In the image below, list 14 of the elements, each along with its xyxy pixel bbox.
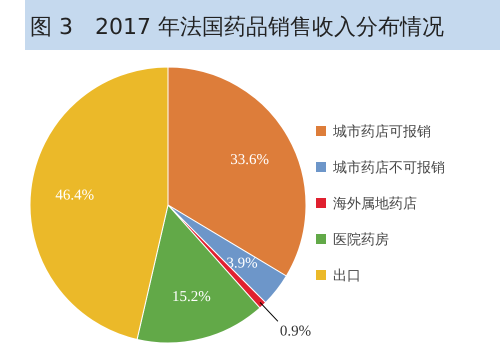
data-label: 0.9% [280,323,312,340]
legend-label: 城市药店不可报销 [332,160,445,176]
legend-label: 医院药房 [333,232,389,248]
legend-label: 出口 [333,268,361,284]
data-label: 46.4% [55,187,94,204]
legend-label: 海外属地药店 [333,196,417,212]
pie-slice [168,66,306,276]
data-label: 15.2% [172,288,211,305]
pie-slice [136,204,260,344]
pie-slice [30,66,168,340]
chart-title: 图 3 2017 年法国药品销售收入分布情况 [30,15,444,40]
data-label: 3.9% [226,256,258,272]
data-label: 33.6% [230,152,270,168]
legend-label: 城市药店可报销 [332,124,431,140]
